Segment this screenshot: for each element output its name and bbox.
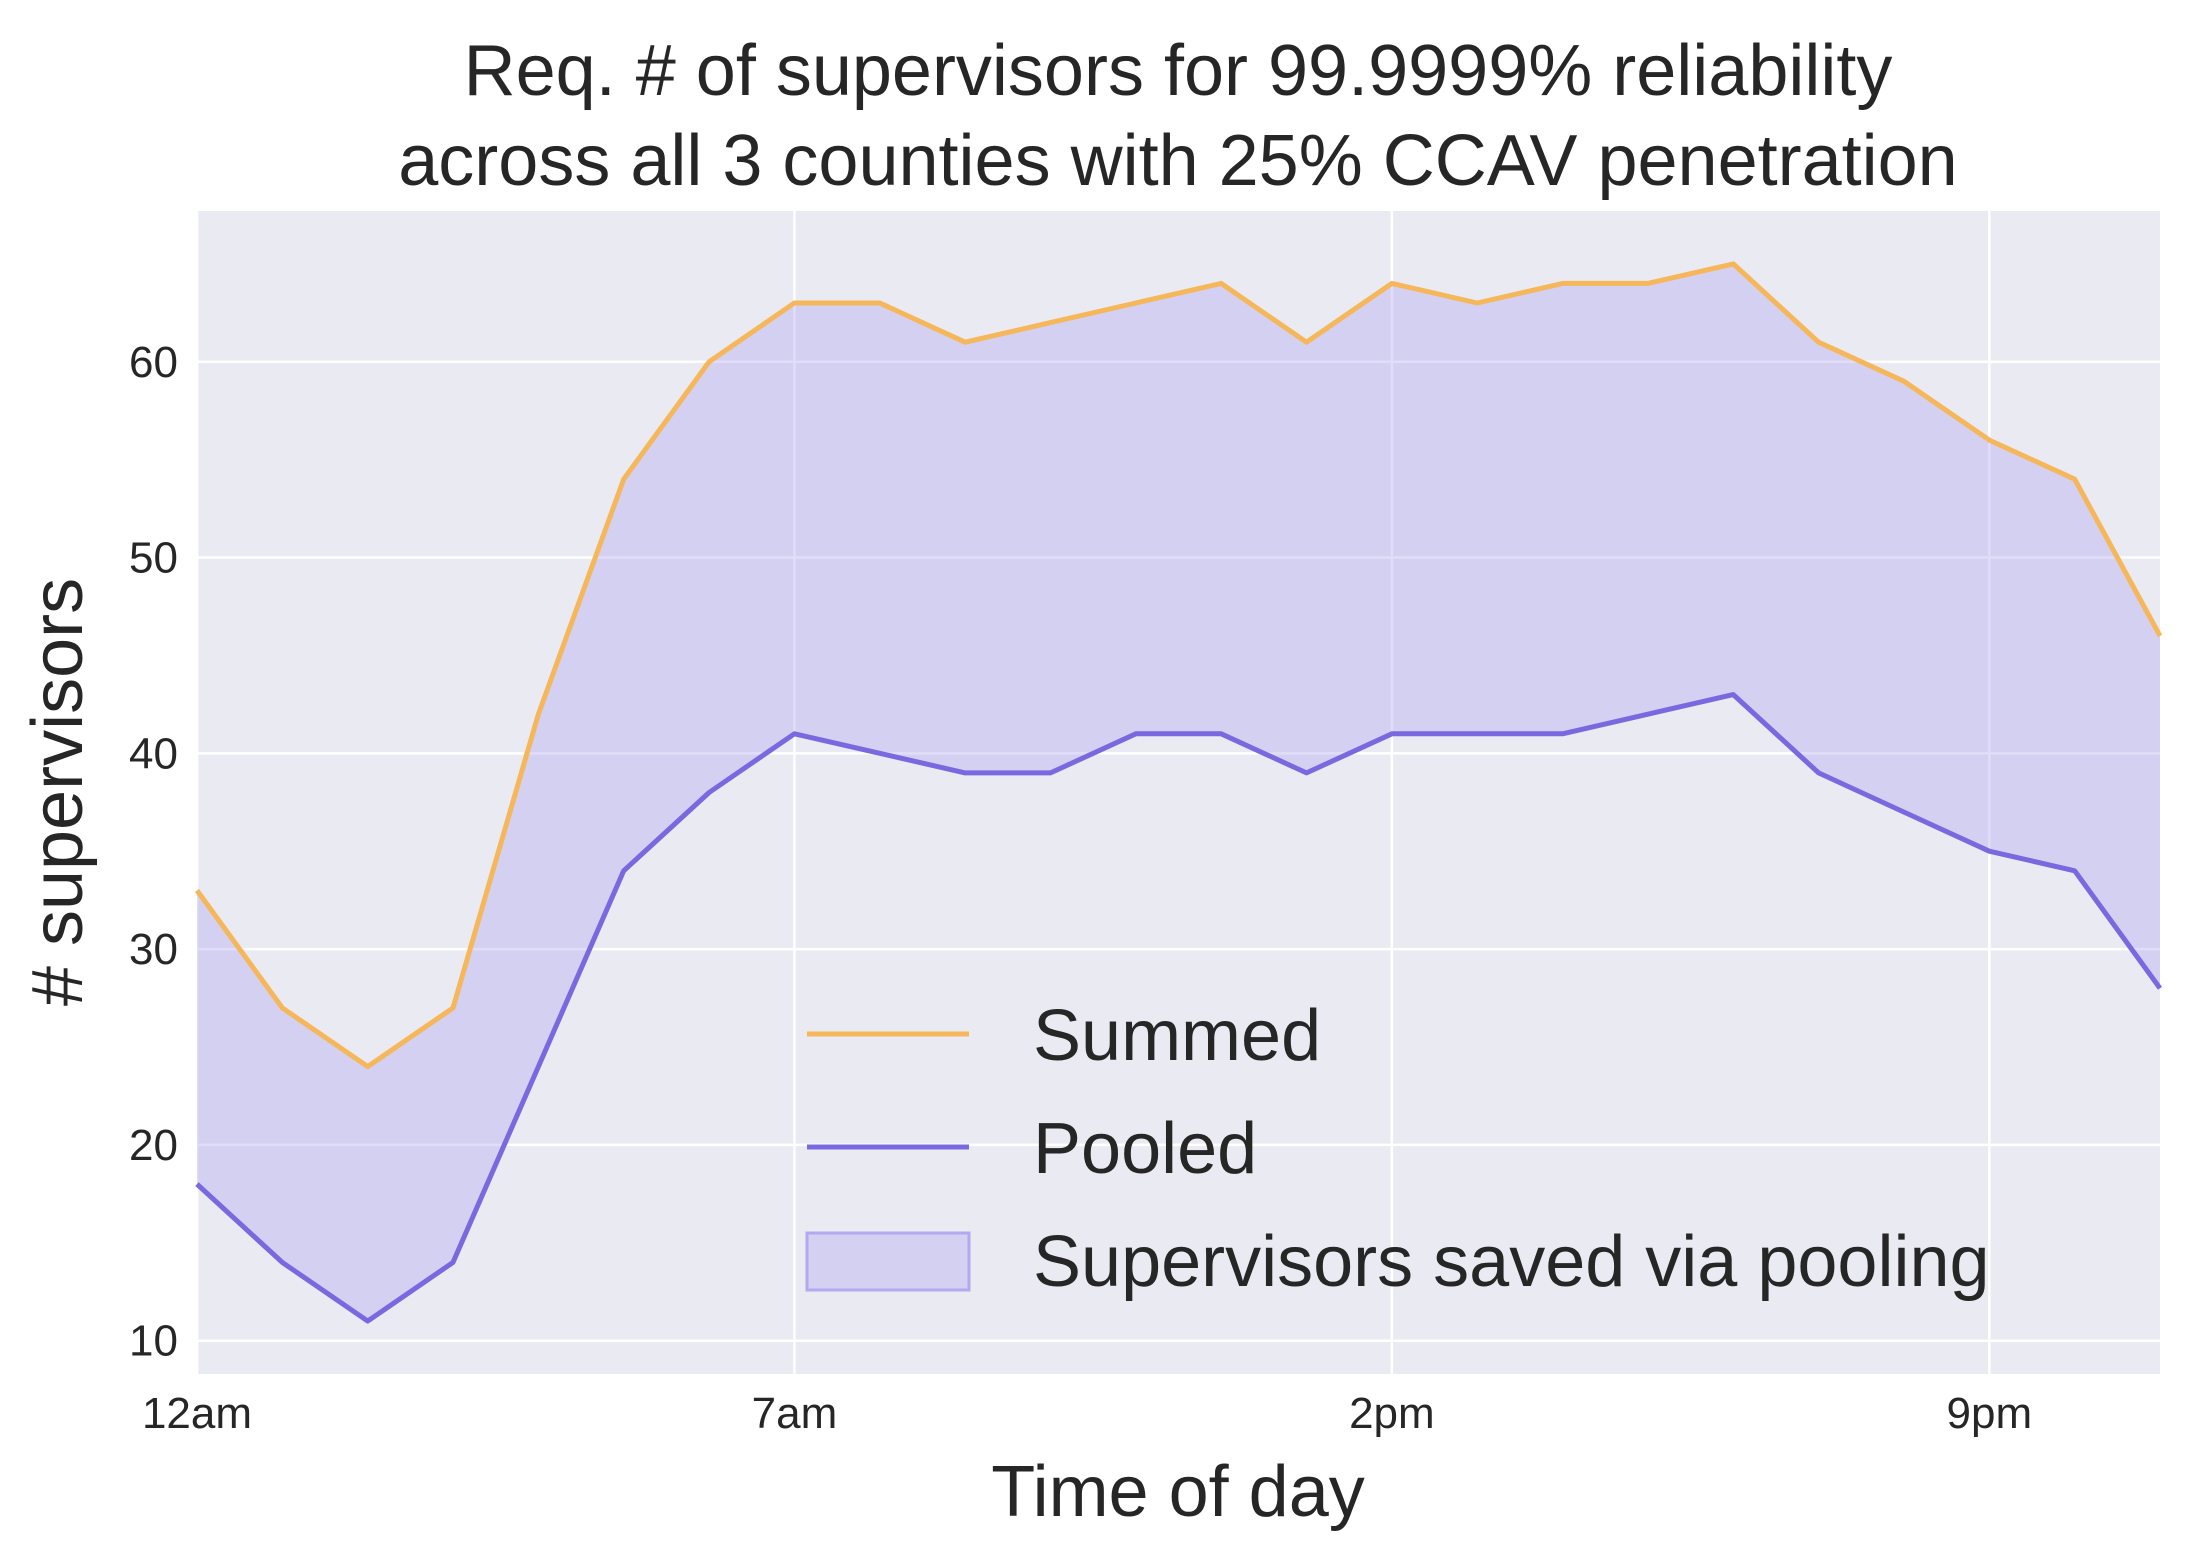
x-axis-label: Time of day	[991, 1452, 1364, 1532]
x-tick-labels: 12am 7am 2pm 9pm	[142, 1389, 2032, 1438]
y-tick-label-30: 30	[129, 925, 178, 974]
legend-swatch-saved	[805, 1231, 971, 1292]
x-tick-label-12am: 12am	[142, 1389, 252, 1438]
x-gridlines	[195, 211, 1991, 1374]
x-tick-label-2pm: 2pm	[1349, 1389, 1435, 1438]
pooled-line	[195, 692, 2163, 1324]
y-tick-label-10: 10	[129, 1317, 178, 1366]
y-tick-label-20: 20	[129, 1121, 178, 1170]
y-gridlines	[197, 360, 2160, 1342]
y-tick-label-60: 60	[129, 338, 178, 387]
legend-label-pooled: Pooled	[1033, 1109, 1257, 1189]
legend-label-saved: Supervisors saved via pooling	[1033, 1222, 1990, 1302]
legend-label-summed: Summed	[1033, 996, 1321, 1076]
saved-via-pooling-area	[197, 263, 2160, 1322]
y-axis-label: # supervisors	[18, 578, 98, 1006]
y-tick-label-40: 40	[129, 729, 178, 778]
x-tick-label-7am: 7am	[752, 1389, 838, 1438]
chart-title-line-2: across all 3 counties with 25% CCAV pene…	[398, 121, 1957, 201]
legend: Summed Pooled Supervisors saved via pool…	[805, 996, 1990, 1302]
chart-title-line-1: Req. # of supervisors for 99.9999% relia…	[464, 31, 1893, 111]
y-tick-labels: 10 20 30 40 50 60	[129, 338, 178, 1366]
summed-line	[194, 261, 2163, 1070]
y-tick-label-50: 50	[129, 534, 178, 583]
x-tick-label-9pm: 9pm	[1947, 1389, 2033, 1438]
plot-area	[197, 211, 2160, 1374]
